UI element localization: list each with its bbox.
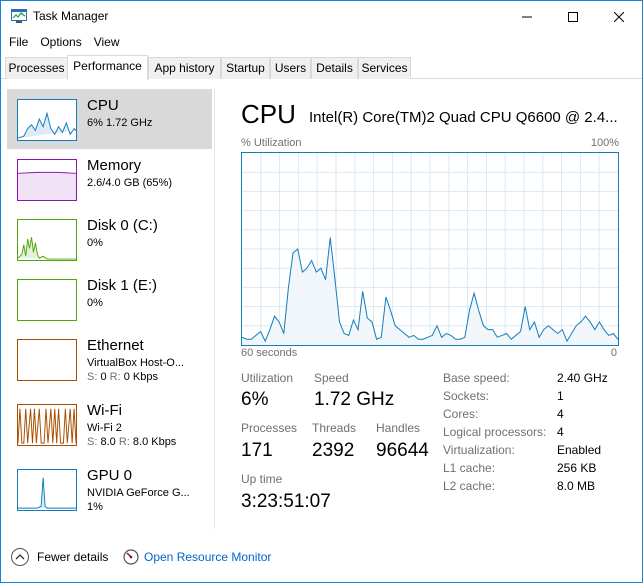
- cpu-model-name: Intel(R) Core(TM)2 Quad CPU Q6600 @ 2.4.…: [309, 109, 618, 126]
- title-bar[interactable]: Task Manager: [1, 1, 642, 32]
- sidebar-item-detail: 6% 1.72 GHz: [87, 117, 153, 129]
- minimize-button[interactable]: [504, 1, 550, 32]
- ethernet-thumbnail: [17, 339, 77, 381]
- processes-label: Processes: [241, 421, 298, 435]
- sidebar-item-title: GPU 0: [87, 467, 133, 484]
- sidebar-item-disk-0[interactable]: Disk 0 (C:) 0%: [7, 209, 212, 269]
- sidebar-item-detail: Wi-Fi 2: [87, 422, 122, 434]
- sidebar-item-title: Ethernet: [87, 337, 144, 354]
- spec-value: 8.0 MB: [557, 479, 596, 493]
- page-title: CPU: [241, 99, 296, 129]
- spec-value: 4: [557, 407, 564, 421]
- utilization-label: Utilization: [241, 371, 294, 385]
- sidebar-item-gpu-0[interactable]: GPU 0 NVIDIA GeForce G... 1%: [7, 459, 212, 519]
- graph-grid: [242, 153, 618, 345]
- disk-1-thumbnail: [17, 279, 77, 321]
- sidebar-item-title: Memory: [87, 157, 142, 174]
- speed-value: 1.72 GHz: [314, 389, 395, 410]
- disk-0-thumbnail: [17, 219, 77, 261]
- spec-value: Enabled: [557, 443, 602, 457]
- tab-details[interactable]: Details: [311, 57, 358, 79]
- maximize-button[interactable]: [550, 1, 596, 32]
- handles-value: 96644: [376, 440, 429, 461]
- tab-performance[interactable]: Performance: [67, 55, 148, 80]
- graph-time-end: 0: [610, 347, 617, 359]
- wifi-thumbnail: [17, 404, 77, 446]
- sidebar-item-ethernet[interactable]: Ethernet VirtualBox Host-O... S: 0 R: 0 …: [7, 329, 212, 389]
- uptime-value: 3:23:51:07: [241, 491, 331, 512]
- sidebar-item-title: Disk 0 (C:): [87, 217, 158, 234]
- sidebar-item-title: CPU: [87, 97, 119, 114]
- graph-y-label: % Utilization: [241, 137, 302, 149]
- close-button[interactable]: [596, 1, 642, 32]
- minimize-icon: [522, 16, 532, 17]
- handles-label: Handles: [376, 421, 421, 435]
- performance-sidebar: CPU 6% 1.72 GHz Memory 2.6/4.0 GB (65%) …: [7, 89, 212, 529]
- gpu-0-thumbnail: [17, 469, 77, 511]
- cpu-utilization-graph: [241, 152, 619, 346]
- open-resource-monitor-link[interactable]: Open Resource Monitor: [144, 550, 272, 564]
- graph-y-max: 100%: [590, 137, 619, 149]
- spec-label: Cores:: [443, 407, 479, 421]
- sidebar-item-title: Wi-Fi: [87, 402, 122, 419]
- resource-monitor-icon[interactable]: [123, 549, 139, 565]
- sidebar-item-detail: 2.6/4.0 GB (65%): [87, 177, 172, 189]
- spec-label: L2 cache:: [443, 479, 496, 493]
- chevron-up-icon[interactable]: [11, 548, 29, 566]
- tab-processes[interactable]: Processes: [5, 57, 68, 79]
- sidebar-item-throughput: S: 0 R: 0 Kbps: [87, 371, 158, 383]
- utilization-area: [242, 237, 618, 345]
- task-manager-icon: [11, 9, 27, 23]
- spec-value: 2.40 GHz: [557, 371, 608, 385]
- threads-label: Threads: [312, 421, 357, 435]
- sidebar-item-detail: NVIDIA GeForce G...: [87, 487, 190, 499]
- spec-value: 1: [557, 389, 564, 403]
- menu-bar: File Options View: [1, 33, 642, 53]
- speed-label: Speed: [314, 371, 349, 385]
- menu-file[interactable]: File: [9, 35, 29, 49]
- uptime-label: Up time: [241, 472, 283, 486]
- threads-value: 2392: [312, 440, 355, 461]
- sidebar-item-detail: 0%: [87, 297, 103, 309]
- spec-label: Base speed:: [443, 371, 510, 385]
- spec-label: Virtualization:: [443, 443, 515, 457]
- spec-label: Logical processors:: [443, 425, 547, 439]
- sidebar-item-memory[interactable]: Memory 2.6/4.0 GB (65%): [7, 149, 212, 209]
- spec-label: L1 cache:: [443, 461, 496, 475]
- graph-time-span: 60 seconds: [241, 347, 298, 359]
- cpu-thumbnail: [17, 99, 77, 141]
- fewer-details-button[interactable]: Fewer details: [37, 550, 109, 564]
- spec-label: Sockets:: [443, 389, 490, 403]
- utilization-line: [242, 237, 618, 343]
- processes-value: 171: [241, 440, 273, 461]
- window-title: Task Manager: [33, 9, 109, 23]
- sidebar-item-disk-1[interactable]: Disk 1 (E:) 0%: [7, 269, 212, 329]
- menu-options[interactable]: Options: [40, 35, 82, 49]
- sidebar-item-detail: 0%: [87, 237, 103, 249]
- sidebar-item-detail: VirtualBox Host-O...: [87, 357, 184, 369]
- tab-users[interactable]: Users: [270, 57, 311, 79]
- menu-view[interactable]: View: [93, 35, 120, 49]
- footer-bar: Fewer details Open Resource Monitor: [1, 541, 642, 571]
- sidebar-item-title: Disk 1 (E:): [87, 277, 158, 294]
- utilization-value: 6%: [241, 389, 269, 410]
- sidebar-item-throughput: S: 8.0 R: 8.0 Kbps: [87, 436, 177, 448]
- tab-app-history[interactable]: App history: [148, 57, 221, 79]
- sidebar-item-cpu[interactable]: CPU 6% 1.72 GHz: [7, 89, 212, 149]
- memory-thumbnail: [17, 159, 77, 201]
- tab-services[interactable]: Services: [358, 57, 411, 79]
- close-icon: [614, 11, 624, 22]
- sidebar-item-wifi[interactable]: Wi-Fi Wi-Fi 2 S: 8.0 R: 8.0 Kbps: [7, 394, 212, 454]
- maximize-icon: [568, 11, 578, 22]
- sidebar-item-usage: 1%: [87, 501, 103, 513]
- spec-value: 256 KB: [557, 461, 597, 475]
- spec-value: 4: [557, 425, 564, 439]
- tab-bar: Processes Performance App history Startu…: [1, 55, 642, 80]
- tab-startup[interactable]: Startup: [221, 57, 270, 79]
- sidebar-divider[interactable]: [214, 89, 215, 529]
